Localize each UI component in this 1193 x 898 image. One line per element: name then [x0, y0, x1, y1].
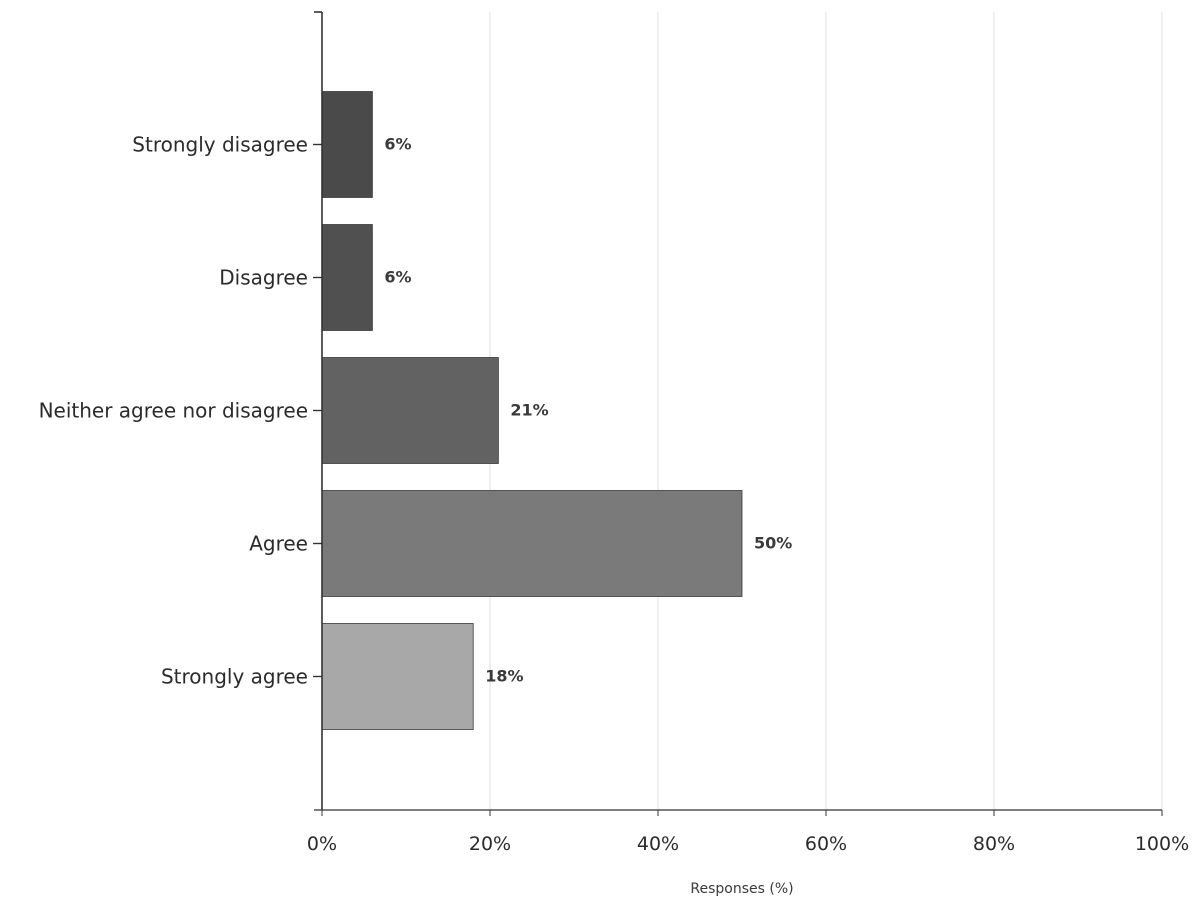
x-axis-title: Responses (%) [690, 881, 793, 897]
x-tick-label: 100% [1135, 833, 1189, 855]
gridlines [313, 12, 1163, 816]
x-tick-label: 60% [805, 833, 847, 855]
bars [321, 91, 743, 730]
category-label: Neither agree nor disagree [39, 399, 308, 423]
labels: 0% 20% 40% 60% 80% 100% Strongly disagree 6% Dis… [39, 133, 1190, 856]
category-label: Agree [249, 532, 308, 556]
bar [321, 623, 474, 730]
x-tick-label: 80% [973, 833, 1015, 855]
category-label: Strongly disagree [132, 133, 308, 157]
data-label: 6% [384, 268, 411, 287]
data-label: 50% [754, 534, 792, 553]
bar [321, 224, 373, 331]
x-tick-label: 40% [637, 833, 679, 855]
category-label: Strongly agree [161, 665, 308, 689]
bar [321, 357, 499, 464]
bar [321, 91, 373, 198]
x-tick-label: 20% [469, 833, 511, 855]
x-tick-label: 0% [307, 833, 337, 855]
category-label: Disagree [219, 266, 308, 290]
bar [321, 490, 743, 597]
axes [314, 11, 1162, 811]
data-label: 21% [510, 401, 548, 420]
data-label: 6% [384, 135, 411, 154]
data-label: 18% [485, 667, 523, 686]
